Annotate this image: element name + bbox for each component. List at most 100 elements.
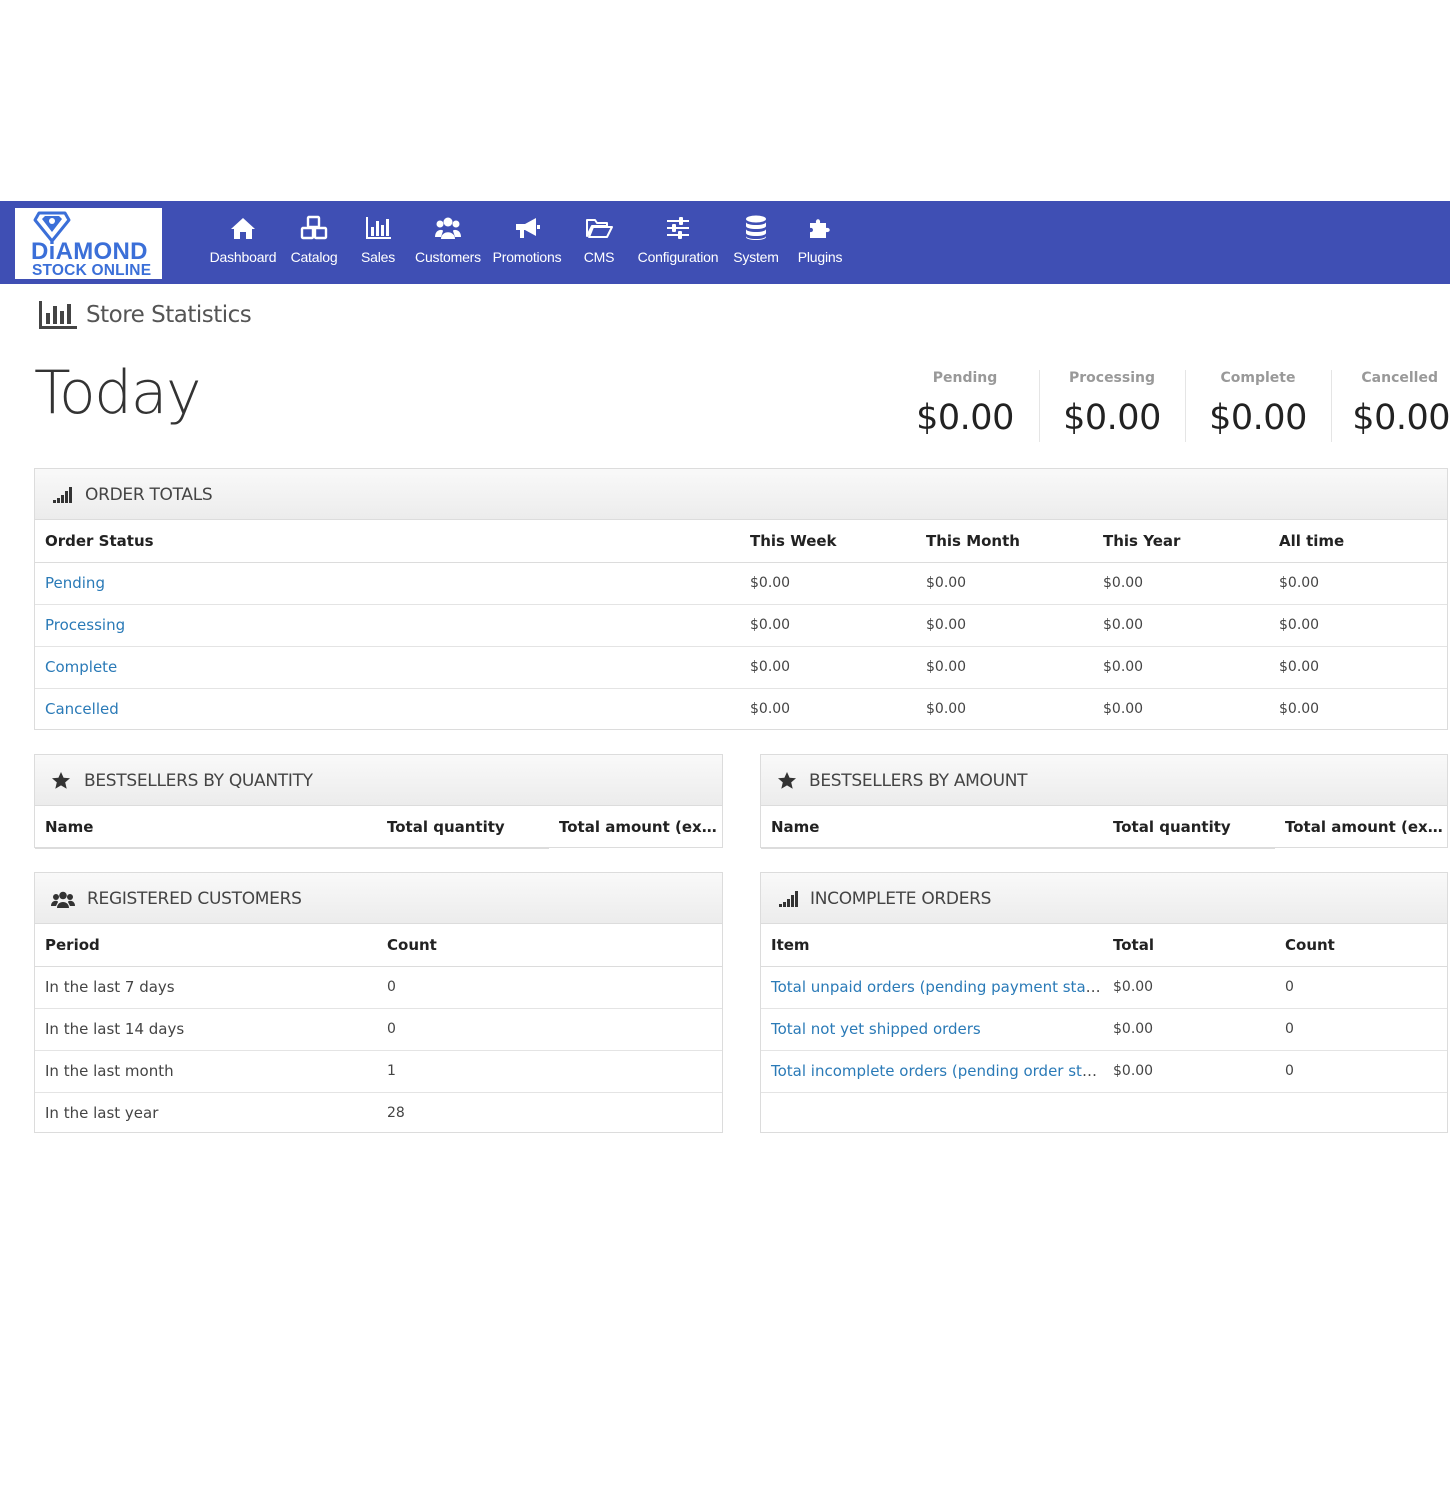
bestsellers-quantity-panel: BESTSELLERS BY QUANTITY Name Total quant…	[34, 754, 723, 849]
table-header-row: Period Count	[35, 924, 722, 967]
cell-total: $0.00	[1103, 1050, 1275, 1093]
column-header: This Year	[1093, 520, 1269, 563]
brand-logo[interactable]: DiAMOND STOCK ONLINE	[15, 208, 162, 279]
stat-complete: Complete $0.00	[1185, 370, 1331, 438]
panel-header: INCOMPLETE ORDERS	[761, 873, 1447, 924]
panel-header: BESTSELLERS BY QUANTITY	[35, 755, 722, 806]
stat-processing: Processing $0.00	[1039, 370, 1185, 438]
incomplete-item-link[interactable]: Total incomplete orders (pending order s…	[771, 1062, 1103, 1080]
cell-year: $0.00	[1093, 646, 1269, 689]
panel-header: ORDER TOTALS	[35, 469, 1447, 520]
cell-count: 0	[1275, 1050, 1447, 1093]
panel-header: BESTSELLERS BY AMOUNT	[761, 755, 1447, 806]
bar-chart-icon	[366, 217, 391, 239]
panel-title: REGISTERED CUSTOMERS	[87, 889, 302, 909]
column-header: Name	[35, 806, 377, 849]
stat-divider	[1039, 370, 1040, 442]
nav-label: Customers	[415, 249, 481, 265]
cell-year: $0.00	[1093, 604, 1269, 647]
cell-year: $0.00	[1103, 701, 1144, 718]
cell-count: 1	[377, 1050, 722, 1093]
stat-value: $0.00	[1209, 398, 1307, 438]
registered-customers-table: Period Count In the last 7 days 0 In the…	[35, 924, 722, 1134]
folder-open-icon	[586, 219, 613, 238]
nav-system[interactable]: System	[731, 201, 781, 284]
cell-month: $0.00	[916, 562, 1093, 605]
table-header-row: Name Total quantity Total amount (exc...	[35, 806, 722, 849]
nav-label: Promotions	[492, 249, 562, 265]
stat-label: Complete	[1220, 370, 1296, 386]
period-heading: Today	[34, 358, 202, 428]
nav-cms[interactable]: CMS	[578, 201, 620, 284]
incomplete-item-link[interactable]: Total not yet shipped orders	[771, 1020, 981, 1038]
column-header: Count	[377, 924, 722, 967]
nav-label: CMS	[583, 249, 615, 265]
incomplete-item-link[interactable]: Total unpaid orders (pending payment sta…	[771, 978, 1103, 996]
cell-all-time: $0.00	[1279, 701, 1320, 718]
nav-configuration[interactable]: Configuration	[636, 201, 720, 284]
bullhorn-icon	[516, 218, 540, 238]
nav-plugins[interactable]: Plugins	[795, 201, 845, 284]
nav-label: System	[733, 249, 779, 265]
order-status-link[interactable]: Pending	[45, 574, 105, 592]
bestsellers-amount-table: Name Total quantity Total amount (exc...	[761, 806, 1447, 849]
table-row: Pending $0.00 $0.00 $0.00 $0.00	[35, 562, 1447, 605]
stat-label: Processing	[1068, 370, 1156, 386]
table-row: Cancelled $0.00 $0.00 $0.00 $0.00	[35, 688, 1447, 730]
nav-catalog[interactable]: Catalog	[287, 201, 341, 284]
cell-period: In the last 14 days	[35, 1008, 377, 1051]
nav-label: Configuration	[637, 249, 719, 265]
cell-week: $0.00	[750, 701, 791, 718]
nav-label: Sales	[360, 249, 396, 265]
star-icon	[778, 772, 796, 789]
cell-month: $0.00	[926, 701, 967, 718]
order-status-link[interactable]: Processing	[45, 616, 126, 634]
panel-title: BESTSELLERS BY QUANTITY	[84, 771, 313, 791]
table-row: Complete $0.00 $0.00 $0.00 $0.00	[35, 646, 1447, 689]
cell-week: $0.00	[740, 646, 916, 689]
nav-dashboard[interactable]: Dashboard	[209, 201, 277, 284]
cell-count: 0	[377, 1008, 722, 1051]
stat-label: Cancelled	[1361, 370, 1438, 386]
sliders-icon	[667, 217, 689, 239]
cell-count: 0	[1275, 966, 1447, 1009]
incomplete-orders-panel: INCOMPLETE ORDERS Item Total Count Total…	[760, 872, 1448, 1133]
table-row: Total not yet shipped orders $0.00 0	[761, 1008, 1447, 1051]
cell-year: $0.00	[1093, 562, 1269, 605]
order-status-link[interactable]: Cancelled	[45, 700, 119, 719]
stat-value: $0.00	[1063, 398, 1161, 438]
brand-line1: DiAMOND	[31, 238, 148, 265]
bestsellers-quantity-table: Name Total quantity Total amount (exc...	[35, 806, 722, 849]
panel-header: REGISTERED CUSTOMERS	[35, 873, 722, 924]
table-row: Total unpaid orders (pending payment sta…	[761, 966, 1447, 1009]
registered-customers-panel: REGISTERED CUSTOMERS Period Count In the…	[34, 872, 723, 1133]
cell-month: $0.00	[916, 604, 1093, 647]
incomplete-orders-table: Item Total Count Total unpaid orders (pe…	[761, 924, 1447, 1093]
cell-total: $0.00	[1103, 966, 1275, 1009]
cell-period: In the last year	[45, 1104, 159, 1123]
star-icon	[52, 772, 70, 789]
nav-label: Plugins	[797, 249, 843, 265]
nav-label: Dashboard	[209, 249, 277, 265]
column-header: All time	[1269, 520, 1447, 563]
stat-label: Pending	[932, 370, 998, 386]
stat-value: $0.00	[916, 398, 1014, 438]
cell-all-time: $0.00	[1269, 646, 1447, 689]
nav-label: Catalog	[290, 249, 338, 265]
nav-sales[interactable]: Sales	[354, 201, 402, 284]
cell-week: $0.00	[740, 562, 916, 605]
cell-count: 0	[377, 966, 722, 1009]
cell-total: $0.00	[1103, 1008, 1275, 1051]
nav-promotions[interactable]: Promotions	[492, 201, 562, 284]
users-icon	[435, 217, 461, 239]
signal-bars-icon	[779, 891, 798, 907]
brand-line2: STOCK ONLINE	[32, 262, 152, 279]
column-header: Total amount (exc...	[1285, 818, 1447, 836]
column-header: Count	[1275, 924, 1447, 967]
bestsellers-amount-panel: BESTSELLERS BY AMOUNT Name Total quantit…	[760, 754, 1448, 849]
column-header: This Month	[916, 520, 1093, 563]
order-status-link[interactable]: Complete	[45, 658, 118, 676]
home-icon	[231, 218, 255, 239]
column-header: Name	[761, 806, 1103, 849]
nav-customers[interactable]: Customers	[413, 201, 483, 284]
